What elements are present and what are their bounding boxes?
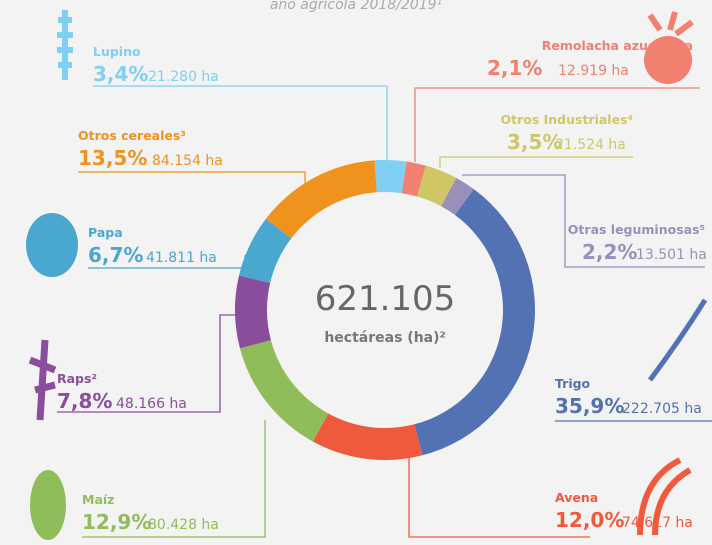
leader-line xyxy=(408,452,590,538)
category-label: Avena xyxy=(555,490,598,505)
area-label: 21.524 ha xyxy=(555,137,626,153)
area-label: 48.166 ha xyxy=(116,396,187,412)
value-label: 7,8% xyxy=(57,389,112,413)
center-value: 621.105 xyxy=(315,279,456,319)
area-label: 41.811 ha xyxy=(146,250,217,266)
donut-segment xyxy=(235,275,271,349)
donut-segment xyxy=(265,160,377,239)
subtitle: año agrícola 2018/2019¹ xyxy=(270,0,442,13)
category-label: Lupino xyxy=(93,44,141,59)
category-label: Raps² xyxy=(57,371,97,386)
value-label: 6,7% xyxy=(88,243,143,267)
area-label: 13.501 ha xyxy=(636,247,707,263)
category-label: Otros Industriales⁴ xyxy=(500,112,633,127)
leader-line xyxy=(82,420,266,538)
value-label: 13,5% xyxy=(78,146,147,170)
value-label: 35,9% xyxy=(555,394,624,418)
category-label: Papa xyxy=(88,225,123,240)
donut-segment xyxy=(414,189,535,456)
category-label: Otros cereales³ xyxy=(78,128,186,143)
value-label: 3,4% xyxy=(93,62,148,86)
leader-line xyxy=(78,171,306,195)
area-label: 12.919 ha xyxy=(558,63,629,79)
area-label: 80.428 ha xyxy=(148,517,219,533)
area-label: 84.154 ha xyxy=(152,153,223,169)
donut-segment xyxy=(312,413,423,460)
leader-line xyxy=(93,85,388,162)
donut-segment xyxy=(401,161,426,197)
leader-line xyxy=(414,87,700,162)
icons xyxy=(26,10,708,540)
leader-line xyxy=(462,174,705,268)
area-label: 222.705 ha xyxy=(622,401,702,417)
value-label: 2,1% xyxy=(487,56,542,80)
leader-line xyxy=(88,255,246,269)
center-label: hectáreas (ha)² xyxy=(324,330,445,346)
value-label: 12,9% xyxy=(82,510,151,534)
category-label: Otras leguminosas⁵ xyxy=(568,222,705,237)
category-label: Maíz xyxy=(82,492,114,507)
donut-segment xyxy=(239,340,329,442)
value-label: 12,0% xyxy=(555,508,624,532)
value-label: 3,5% xyxy=(507,130,562,154)
leader-line xyxy=(57,314,238,413)
donut-segment xyxy=(417,165,457,207)
category-label: Trigo xyxy=(555,376,591,391)
leader-line xyxy=(439,156,633,168)
area-label: 21.280 ha xyxy=(148,69,219,85)
donut-segment xyxy=(374,160,407,194)
value-label: 2,2% xyxy=(582,240,637,264)
donut-segment xyxy=(441,178,474,215)
area-label: 74.617 ha xyxy=(622,515,693,531)
category-label: Remolacha azucarera xyxy=(542,38,693,53)
donut-segment xyxy=(239,218,292,283)
